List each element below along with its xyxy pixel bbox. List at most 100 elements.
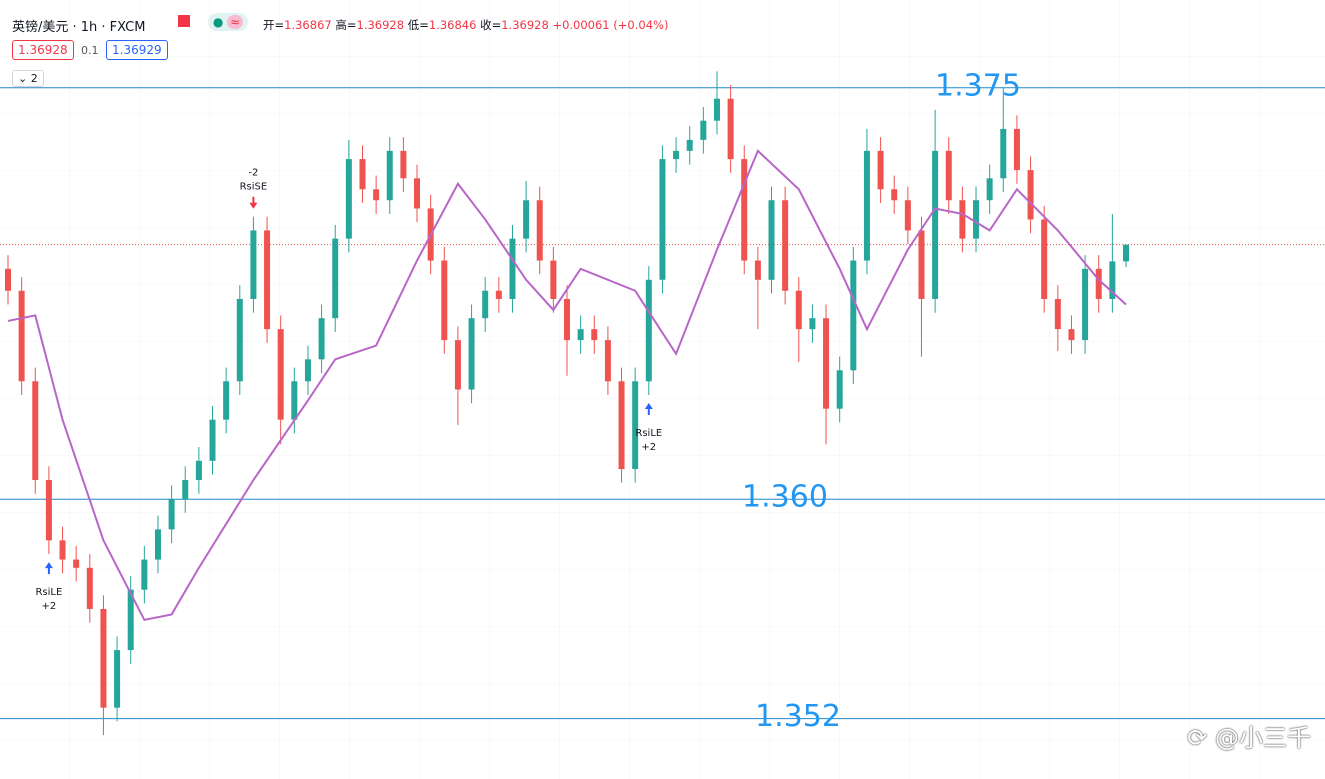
level-label: 1.375 [935, 68, 1021, 103]
candle-body [618, 381, 625, 470]
candle-body [400, 150, 407, 179]
candle-body [604, 340, 611, 382]
candle-body [918, 230, 925, 299]
count: 2 [30, 72, 38, 85]
candle-body [673, 150, 680, 160]
candle-body [932, 150, 939, 299]
candle-body [182, 480, 189, 500]
status[interactable]: ● ≈ [208, 13, 248, 31]
candle-body [32, 381, 39, 481]
candle-body [768, 200, 775, 280]
level-label: 1.360 [742, 480, 828, 515]
candle-body [1068, 329, 1075, 341]
signal-qty: +2 [641, 442, 656, 453]
candle-body [891, 189, 898, 201]
flag[interactable] [178, 15, 190, 27]
signal-arrow [249, 196, 258, 209]
candle-body [304, 359, 311, 382]
ohlc: 开=1.36867 高=1.36928 低=1.36846 收=1.36928 … [263, 17, 668, 33]
candle-body [591, 329, 598, 341]
candle-body [45, 480, 52, 541]
candle-body [277, 329, 284, 420]
ask[interactable]: 1.36929 [106, 40, 168, 60]
watermark: ⟳ @小三千 [1187, 718, 1311, 753]
candle-body [332, 238, 339, 319]
signal-label: RsiLE [635, 428, 662, 439]
logo: ⟳ [1187, 724, 1215, 752]
candle-body [564, 298, 570, 341]
candle-body [291, 381, 298, 420]
candle-body [59, 540, 66, 560]
candle-body [5, 268, 11, 291]
candle-body [863, 150, 870, 261]
indicator-toggle[interactable]: ⌄ 2 [12, 70, 44, 87]
candle-body [713, 98, 720, 121]
candle-body [114, 650, 121, 708]
value: 1.36928 [356, 18, 405, 32]
candle-body [1041, 219, 1048, 299]
candle-body [536, 200, 543, 261]
candle-body [168, 499, 175, 530]
candle-body [1054, 298, 1061, 330]
signal-qty: -2 [248, 168, 258, 179]
watermark-text: @小三千 [1215, 724, 1311, 752]
candle-body [195, 460, 202, 481]
value: 1.36846 [428, 18, 477, 32]
moving-average [7, 149, 1127, 622]
candle-body [141, 559, 148, 590]
candle-body [986, 178, 993, 201]
change-pct: (+0.04%) [613, 18, 669, 32]
candle-body [850, 260, 857, 371]
candle-body [359, 159, 366, 190]
candle-body [373, 189, 380, 201]
value: 1.36867 [284, 18, 332, 32]
label: 开= [263, 18, 285, 32]
candle-body [209, 419, 216, 461]
candle-body [523, 200, 530, 239]
candle-body [754, 260, 761, 280]
candle-body [727, 98, 734, 160]
candle-body [345, 159, 352, 239]
signal-arrow [44, 562, 53, 575]
candle-body [741, 159, 748, 261]
signal-label: RsiLE [35, 587, 62, 598]
change: +0.00061 [552, 18, 610, 32]
candle-body [836, 370, 843, 409]
candle-body [795, 290, 802, 330]
candle-body [577, 329, 584, 341]
bid[interactable]: 1.36928 [12, 40, 74, 60]
candle-body [645, 279, 652, 382]
candle-body [223, 381, 230, 420]
candle-body [509, 238, 516, 299]
symbol[interactable]: 英镑/美元 · 1h · FXCM [12, 20, 146, 35]
candle-body [482, 290, 489, 319]
candle-body [959, 200, 966, 239]
candle-body [73, 559, 80, 568]
candle-body [973, 200, 980, 239]
candle-body [632, 381, 639, 470]
candle-body [1095, 268, 1102, 299]
candle-body [86, 567, 93, 609]
candle-body [1000, 128, 1007, 179]
candle-body [454, 340, 461, 390]
spread: 0.1 [81, 44, 99, 57]
candle-body [1027, 170, 1034, 220]
candle-body [250, 230, 257, 299]
signal-label: RsiSE [240, 182, 268, 193]
candle-body [550, 260, 557, 299]
candle-body [236, 298, 243, 382]
signal-qty: +2 [42, 601, 57, 612]
candle-body [782, 200, 789, 291]
candle-body [414, 178, 421, 209]
label: 低= [407, 18, 429, 32]
candle-body [318, 318, 325, 360]
candle-body [154, 529, 161, 560]
candle-body [686, 139, 693, 151]
candle-body [495, 290, 502, 299]
candle-body [1013, 128, 1020, 171]
candle-body [809, 318, 816, 330]
candle-body [18, 290, 25, 382]
